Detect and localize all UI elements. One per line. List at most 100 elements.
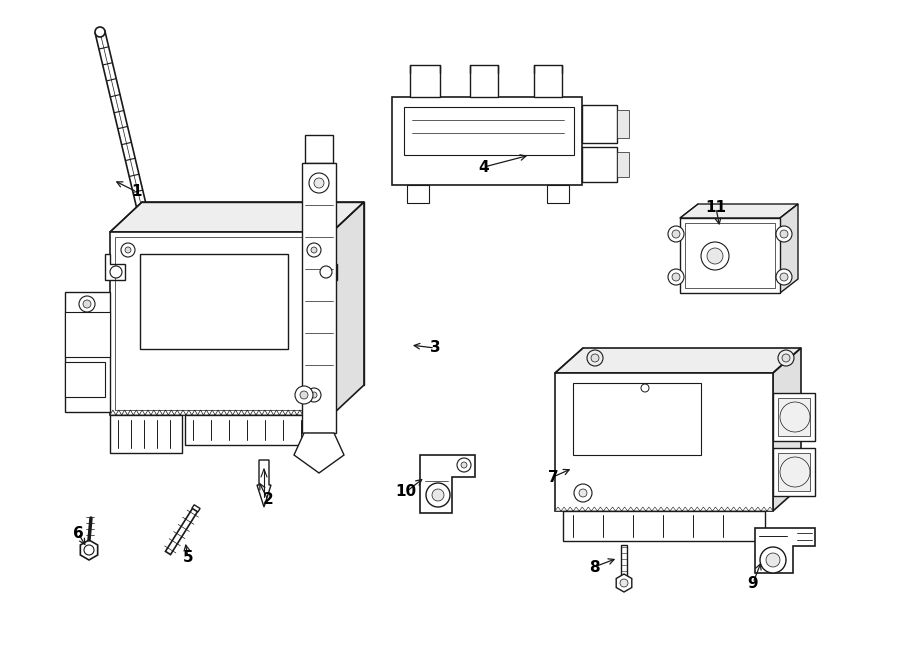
Polygon shape xyxy=(302,410,309,415)
Text: 3: 3 xyxy=(429,340,440,356)
Polygon shape xyxy=(555,348,801,373)
Polygon shape xyxy=(580,507,585,511)
Polygon shape xyxy=(755,528,815,573)
Bar xyxy=(563,511,765,541)
Polygon shape xyxy=(627,507,634,511)
Polygon shape xyxy=(192,505,200,512)
Polygon shape xyxy=(609,507,616,511)
Circle shape xyxy=(295,386,313,404)
Bar xyxy=(685,223,775,288)
Circle shape xyxy=(461,462,467,468)
Polygon shape xyxy=(616,507,622,511)
Polygon shape xyxy=(110,410,116,415)
Circle shape xyxy=(701,242,729,270)
Circle shape xyxy=(110,266,122,278)
Text: 10: 10 xyxy=(395,485,417,500)
Text: 1: 1 xyxy=(131,184,142,200)
Circle shape xyxy=(707,248,723,264)
Polygon shape xyxy=(180,410,186,415)
Text: 6: 6 xyxy=(73,525,84,541)
Circle shape xyxy=(320,266,332,278)
Polygon shape xyxy=(713,507,718,511)
Polygon shape xyxy=(151,410,157,415)
Bar xyxy=(621,545,627,583)
Circle shape xyxy=(776,226,792,242)
Bar xyxy=(547,185,569,203)
Circle shape xyxy=(121,243,135,257)
Polygon shape xyxy=(773,348,801,511)
Polygon shape xyxy=(640,507,646,511)
Polygon shape xyxy=(267,410,274,415)
Text: 9: 9 xyxy=(748,576,759,590)
Bar xyxy=(110,232,332,415)
Polygon shape xyxy=(555,507,561,511)
Circle shape xyxy=(672,273,680,281)
Circle shape xyxy=(672,230,680,238)
Polygon shape xyxy=(116,410,122,415)
Polygon shape xyxy=(676,507,682,511)
Bar xyxy=(65,362,105,397)
Bar xyxy=(582,105,617,143)
Polygon shape xyxy=(105,254,125,280)
Circle shape xyxy=(780,273,788,281)
Polygon shape xyxy=(110,202,364,232)
Polygon shape xyxy=(737,507,742,511)
Circle shape xyxy=(782,354,790,362)
Polygon shape xyxy=(145,410,151,415)
Polygon shape xyxy=(634,507,640,511)
Polygon shape xyxy=(257,460,271,507)
Polygon shape xyxy=(148,254,157,263)
Polygon shape xyxy=(567,507,573,511)
Bar xyxy=(65,292,110,412)
Polygon shape xyxy=(297,410,302,415)
Circle shape xyxy=(300,391,308,399)
Bar xyxy=(680,218,780,293)
Bar xyxy=(617,152,629,177)
Polygon shape xyxy=(198,410,203,415)
Polygon shape xyxy=(718,507,724,511)
Circle shape xyxy=(780,457,810,487)
Text: 2: 2 xyxy=(263,492,274,508)
Bar xyxy=(185,415,327,445)
Polygon shape xyxy=(305,135,333,163)
Polygon shape xyxy=(210,410,215,415)
Bar xyxy=(778,398,810,436)
Circle shape xyxy=(84,545,94,555)
Polygon shape xyxy=(320,410,326,415)
Bar xyxy=(407,185,429,203)
Circle shape xyxy=(125,247,131,253)
Circle shape xyxy=(591,354,599,362)
Polygon shape xyxy=(670,507,676,511)
Polygon shape xyxy=(215,410,221,415)
Bar xyxy=(778,453,810,491)
Polygon shape xyxy=(706,507,713,511)
Bar xyxy=(773,448,815,496)
Polygon shape xyxy=(724,507,731,511)
Polygon shape xyxy=(168,410,175,415)
Polygon shape xyxy=(309,410,314,415)
Circle shape xyxy=(311,247,317,253)
Polygon shape xyxy=(749,507,755,511)
Polygon shape xyxy=(163,410,168,415)
Polygon shape xyxy=(294,433,344,473)
Polygon shape xyxy=(285,410,291,415)
Polygon shape xyxy=(573,507,580,511)
Bar xyxy=(573,383,701,455)
Polygon shape xyxy=(326,410,332,415)
Polygon shape xyxy=(186,410,192,415)
Text: 7: 7 xyxy=(548,469,558,485)
Bar xyxy=(110,415,182,453)
Polygon shape xyxy=(128,410,133,415)
Polygon shape xyxy=(192,410,198,415)
Polygon shape xyxy=(694,507,700,511)
Polygon shape xyxy=(731,507,737,511)
Circle shape xyxy=(309,173,329,193)
Text: 8: 8 xyxy=(589,559,599,574)
Polygon shape xyxy=(175,410,180,415)
Circle shape xyxy=(426,483,450,507)
Polygon shape xyxy=(279,410,285,415)
Circle shape xyxy=(79,296,95,312)
Polygon shape xyxy=(603,507,609,511)
Circle shape xyxy=(307,243,321,257)
Circle shape xyxy=(457,458,471,472)
